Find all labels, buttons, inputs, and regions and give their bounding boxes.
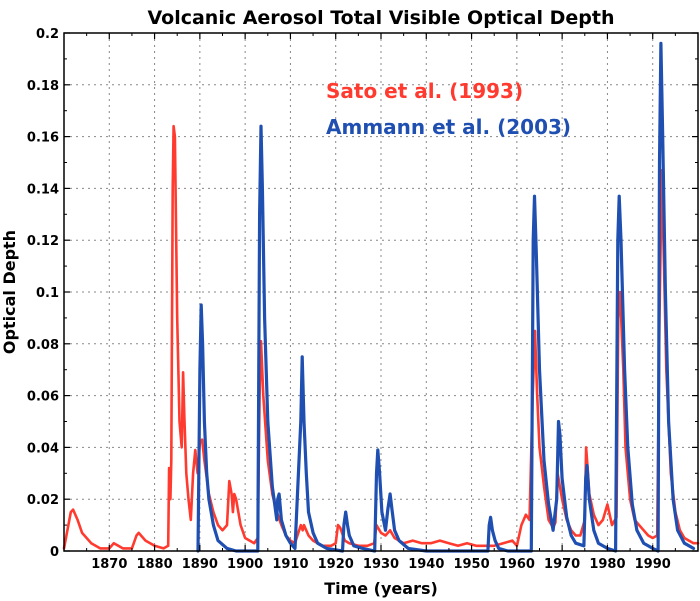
x-tick-label: 1950 <box>453 557 489 572</box>
series-line-2 <box>196 41 696 553</box>
y-tick-label: 0.06 <box>27 390 59 405</box>
x-tick-label: 1920 <box>318 557 354 572</box>
y-tick-label: 0.04 <box>27 441 59 456</box>
series-layer <box>62 41 700 553</box>
x-tick-label: 1970 <box>544 557 580 572</box>
x-tick-label: 1870 <box>91 557 127 572</box>
x-tick-label: 1990 <box>635 557 671 572</box>
y-tick-label: 0 <box>50 545 59 560</box>
y-tick-label: 0.12 <box>27 234 59 249</box>
y-axis-label: Optical Depth <box>0 230 19 354</box>
chart-title: Volcanic Aerosol Total Visible Optical D… <box>147 7 614 29</box>
y-tick-label: 0.14 <box>27 182 59 197</box>
y-tick-label: 0.1 <box>36 286 59 301</box>
x-tick-label: 1930 <box>363 557 399 572</box>
y-tick-label: 0.18 <box>27 79 59 94</box>
grid <box>64 33 698 551</box>
x-tick-label: 1900 <box>227 557 263 572</box>
y-tick-label: 0.2 <box>36 27 59 42</box>
x-tick-label: 1960 <box>499 557 535 572</box>
x-tick-label: 1940 <box>408 557 444 572</box>
x-tick-label: 1910 <box>272 557 308 572</box>
x-tick-label: 1980 <box>589 557 625 572</box>
x-tick-label: 1880 <box>136 557 172 572</box>
y-tick-label: 0.08 <box>27 338 59 353</box>
y-tick-label: 0.02 <box>27 493 59 508</box>
x-axis-label: Time (years) <box>324 579 438 598</box>
ticks: 1870 1880 1890 1900 1910 1920 1930 1940 1950 1960… <box>27 27 698 572</box>
y-tick-label: 0.16 <box>27 131 59 146</box>
legend-entry-1: Sato et al. (1993) <box>326 79 523 103</box>
legend-entry-2: Ammann et al. (2003) <box>326 115 571 139</box>
x-tick-label: 1890 <box>182 557 218 572</box>
legend: Sato et al. (1993) Ammann et al. (2003) <box>326 79 571 139</box>
